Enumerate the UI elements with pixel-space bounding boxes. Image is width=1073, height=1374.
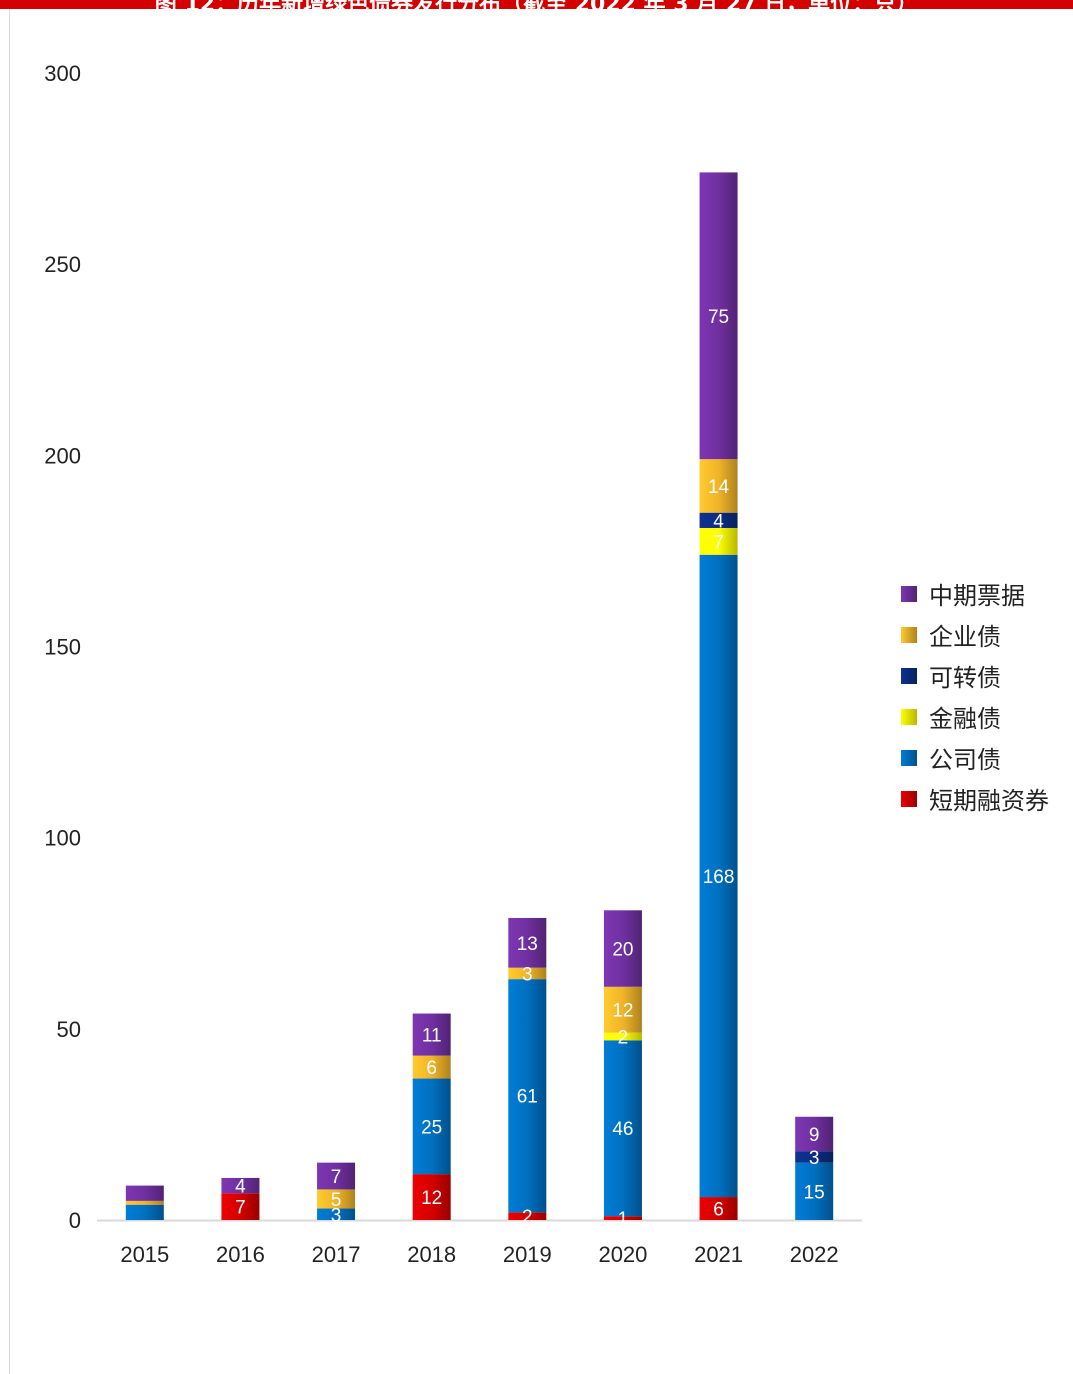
y-tick-label: 250 [44,252,81,277]
x-tick-label: 2020 [598,1242,647,1267]
legend-label: 可转债 [929,664,1001,692]
bar-segment [317,1162,356,1190]
bar-segment [795,1116,834,1152]
data-label: 12 [421,1188,442,1209]
bar-segment [412,1174,451,1220]
bar-segment [221,1193,260,1220]
y-tick-label: 150 [44,635,81,660]
data-label: 1 [618,1209,629,1230]
data-label: 15 [804,1182,825,1203]
data-label: 7 [331,1167,342,1188]
legend-swatch [901,626,917,643]
bar-segment [603,1216,642,1220]
x-tick-label: 2015 [120,1242,169,1267]
x-tick-label: 2019 [503,1242,552,1267]
x-tick-label: 2017 [312,1242,361,1267]
legend-swatch [901,790,917,807]
data-label: 75 [708,307,729,328]
bar-segment [603,1032,642,1041]
data-label: 6 [426,1058,437,1079]
bar-segment [125,1204,164,1220]
data-label: 4 [713,511,724,532]
legend-item: 金融债 [901,696,1049,737]
data-label: 4 [235,1177,246,1198]
legend-swatch [901,749,917,766]
legend-swatch [901,708,917,725]
x-tick-label: 2018 [407,1242,456,1267]
bar-segment [508,1212,547,1220]
data-label: 46 [612,1119,633,1140]
bar-segment [603,910,642,987]
legend-item: 企业债 [901,614,1049,655]
bar-segment [795,1151,834,1163]
data-label: 11 [422,1026,442,1047]
legend-item: 可转债 [901,655,1049,696]
data-label: 13 [517,934,538,955]
x-tick-label: 2022 [790,1242,839,1267]
chart-legend: 中期票据企业债可转债金融债公司债短期融资券 [901,573,1049,819]
legend-swatch [901,585,917,602]
y-tick-label: 100 [44,826,81,851]
data-label: 12 [612,1001,633,1022]
bar-segment [317,1189,356,1209]
data-label: 61 [517,1087,538,1108]
chart-title-bar: 图 12：历年新增绿色债券发行分布（截至 2022 年 3 月 27 日，单位：… [0,0,1073,9]
data-label: 3 [331,1205,342,1226]
legend-item: 中期票据 [901,573,1049,614]
data-label: 20 [612,940,633,961]
bar-segment [125,1185,164,1201]
y-tick-label: 50 [57,1017,81,1042]
y-tick-label: 0 [69,1208,81,1233]
left-border-line [9,9,10,1374]
bar-segment [317,1208,356,1220]
legend-label: 公司债 [929,746,1001,774]
data-label: 7 [713,532,724,553]
bar-segment [221,1177,260,1194]
bar-segment [412,1078,451,1175]
data-label: 2 [618,1027,629,1048]
data-label: 3 [522,964,533,985]
data-label: 168 [703,867,735,888]
x-tick-label: 2016 [216,1242,265,1267]
bar-segment [699,554,738,1198]
bar-segment [412,1055,451,1079]
bar-segment [699,172,738,460]
data-label: 9 [809,1125,820,1146]
data-label: 5 [331,1190,342,1211]
bar-segment [699,1197,738,1220]
bar-segment [699,459,738,513]
data-label: 14 [708,477,730,498]
chart-title: 图 12：历年新增绿色债券发行分布（截至 2022 年 3 月 27 日，单位：… [0,0,1073,9]
x-tick-label: 2021 [694,1242,743,1267]
data-label: 2 [522,1207,533,1228]
bar-segment [603,1040,642,1217]
data-label: 3 [809,1148,820,1169]
legend-item: 公司债 [901,737,1049,778]
bar-segment [508,917,547,968]
data-label: 6 [713,1200,724,1221]
legend-label: 企业债 [929,623,1001,651]
legend-swatch [901,667,917,684]
legend-item: 短期融资券 [901,778,1049,819]
bar-segment [508,979,547,1213]
bar-segment [125,1200,164,1205]
bar-segment [699,527,738,555]
legend-label: 金融债 [929,705,1001,733]
bar-segment [508,967,547,980]
bar-segment [795,1162,834,1220]
legend-label: 中期票据 [929,582,1025,610]
data-label: 7 [235,1198,246,1219]
data-label: 25 [421,1117,442,1138]
legend-label: 短期融资券 [929,787,1049,815]
y-tick-label: 300 [44,61,81,86]
bar-segment [699,512,738,528]
bar-segment [603,986,642,1033]
bar-segment [412,1013,451,1056]
y-tick-label: 200 [44,443,81,468]
